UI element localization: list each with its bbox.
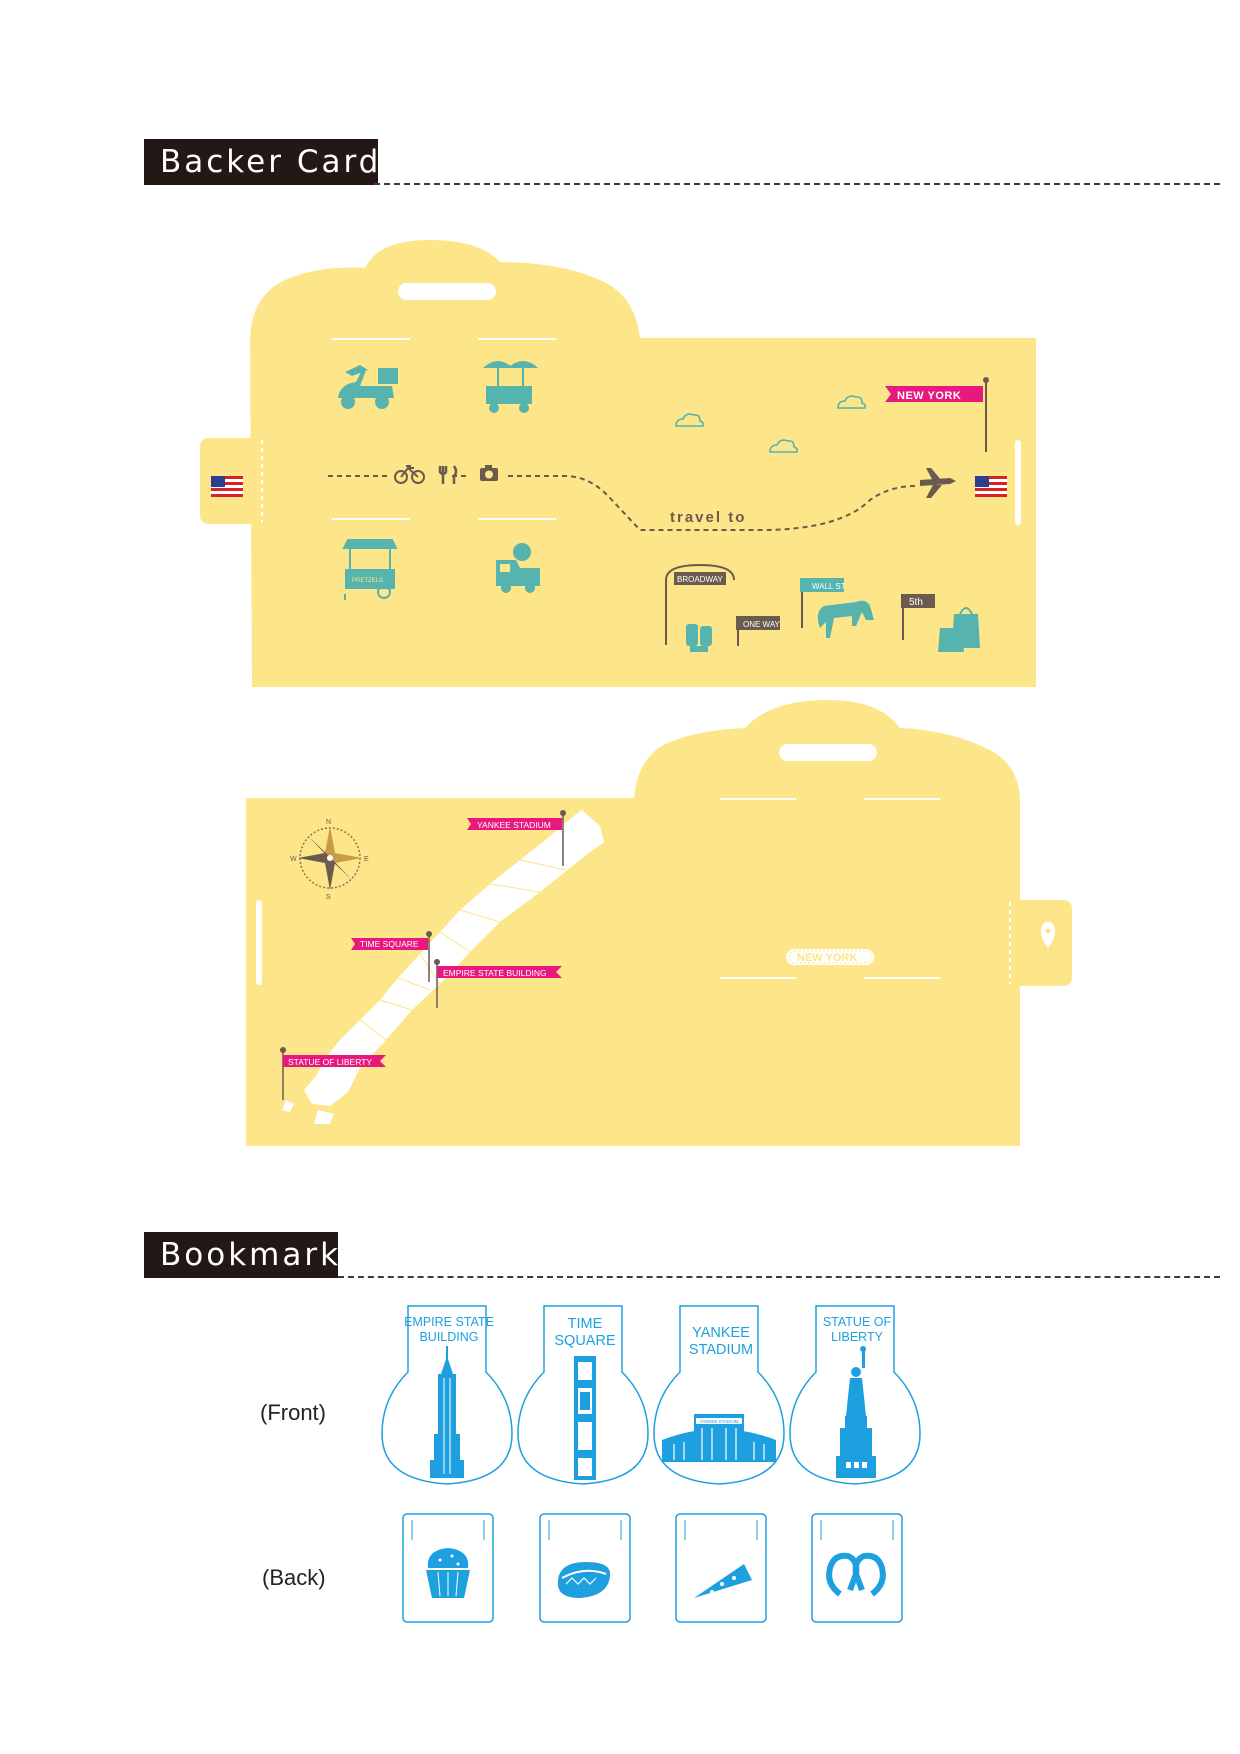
slot bbox=[256, 900, 262, 985]
bookmark-front-empire-state bbox=[381, 1305, 513, 1485]
broadway-sign-icon bbox=[665, 563, 735, 645]
bookmarks: EMPIRE STATE BUILDING TIME SQUARE YANKEE… bbox=[381, 1305, 921, 1623]
bookmark-back bbox=[539, 1513, 631, 1623]
front-label: (Front) bbox=[260, 1400, 326, 1425]
wall-street-sign-icon bbox=[800, 578, 844, 592]
charging-bull-icon bbox=[817, 600, 874, 638]
backer-card-back: NEW YORK N S W E YANKEE STADIUM TIME SQU… bbox=[246, 700, 1072, 1146]
card-body bbox=[250, 240, 1036, 687]
fifth-avenue-sign-label: 5th bbox=[909, 597, 923, 608]
card-body bbox=[246, 700, 1020, 1146]
cloud-icon bbox=[769, 439, 798, 453]
fifth-avenue-sign-icon bbox=[901, 594, 935, 608]
bookmark-title: LIBERTY bbox=[831, 1330, 884, 1344]
bookmark-front-time-square bbox=[517, 1305, 649, 1485]
divider-lines bbox=[332, 338, 556, 520]
statue-of-liberty-icon bbox=[836, 1346, 876, 1478]
pretzel-icon bbox=[826, 1552, 886, 1597]
hang-hole bbox=[398, 283, 496, 300]
bookmark-title: BUILDING bbox=[419, 1330, 478, 1344]
pretzel-cart-sign: PRETZELS bbox=[352, 578, 383, 584]
cloud-icon bbox=[837, 395, 866, 409]
bookmark-title: SQUARE bbox=[554, 1333, 616, 1349]
new-york-badge bbox=[786, 949, 874, 965]
place-label: TIME SQUARE bbox=[360, 939, 419, 949]
pretzel-cart-icon bbox=[342, 539, 398, 600]
pedestal-windows bbox=[846, 1462, 867, 1468]
compass-n: N bbox=[326, 819, 331, 826]
new-york-badge-label: NEW YORK bbox=[797, 952, 857, 964]
wall-street-sign-label: WALL ST bbox=[812, 582, 846, 591]
slot bbox=[1015, 440, 1021, 525]
compass-w: W bbox=[290, 856, 297, 863]
map-streets bbox=[359, 859, 567, 1041]
building-windows bbox=[443, 1378, 451, 1474]
stadium-columns bbox=[673, 1428, 765, 1460]
manhattan-map bbox=[304, 810, 604, 1106]
new-york-flag-label: NEW YORK bbox=[897, 390, 961, 402]
hotdog-cart-icon bbox=[483, 361, 538, 413]
place-label: YANKEE STADIUM bbox=[477, 820, 551, 830]
bookmark-title: STATUE OF bbox=[823, 1315, 892, 1329]
fork-knife-icon bbox=[438, 465, 458, 484]
bookmark-title: STADIUM bbox=[689, 1342, 753, 1358]
airplane-icon bbox=[920, 468, 956, 498]
location-pin-icon bbox=[1041, 922, 1055, 948]
one-way-sign-icon bbox=[736, 616, 780, 630]
bookmark-front-yankee-stadium bbox=[653, 1305, 785, 1485]
cloud-icon bbox=[675, 413, 704, 427]
compass-rose-icon bbox=[298, 826, 362, 890]
one-way-sign-label: ONE WAY bbox=[743, 620, 781, 629]
bookmark-back bbox=[675, 1513, 767, 1623]
place-label: STATUE OF LIBERTY bbox=[288, 1057, 372, 1067]
us-flag-icon bbox=[975, 476, 1007, 497]
route-label: travel to bbox=[670, 509, 746, 526]
bicycle-icon bbox=[394, 465, 425, 484]
pizza-slice-icon bbox=[694, 1564, 752, 1598]
bookmark-title: TIME bbox=[568, 1316, 603, 1332]
hang-hole bbox=[779, 744, 877, 761]
dashed-divider bbox=[338, 1276, 1220, 1278]
camera-icon bbox=[480, 465, 498, 481]
empire-state-building-icon bbox=[430, 1346, 464, 1478]
side-tab bbox=[1010, 900, 1072, 986]
new-york-flag bbox=[885, 386, 983, 402]
bookmark-title: YANKEE bbox=[692, 1325, 750, 1341]
place-label: EMPIRE STATE BUILDING bbox=[443, 968, 547, 978]
bookmark-back bbox=[402, 1513, 494, 1623]
food-truck-icon bbox=[496, 543, 540, 593]
hotdog-icon bbox=[557, 1562, 611, 1598]
bookmark-back bbox=[811, 1513, 903, 1623]
dashed-divider bbox=[374, 183, 1220, 185]
backer-card-front: travel to NEW YORK bbox=[200, 240, 1036, 687]
back-label: (Back) bbox=[262, 1565, 326, 1590]
delivery-scooter-icon bbox=[338, 365, 398, 409]
bookmark-front-statue-of-liberty bbox=[789, 1305, 921, 1485]
compass-e: E bbox=[364, 856, 369, 863]
us-flag-icon bbox=[211, 476, 243, 497]
divider-lines bbox=[720, 798, 940, 979]
section-title: Backer Card bbox=[144, 139, 378, 185]
shopping-bags-icon bbox=[938, 607, 980, 652]
stadium-sign: YANKEE STADIUM bbox=[699, 1419, 738, 1424]
bookmark-title: EMPIRE STATE bbox=[404, 1315, 494, 1329]
compass-s: S bbox=[326, 894, 331, 901]
broadway-sign-label: BROADWAY bbox=[677, 575, 723, 584]
times-square-tower-icon bbox=[574, 1356, 596, 1480]
section-title: Bookmark bbox=[144, 1232, 338, 1278]
fire-hydrant-icon bbox=[686, 624, 712, 652]
